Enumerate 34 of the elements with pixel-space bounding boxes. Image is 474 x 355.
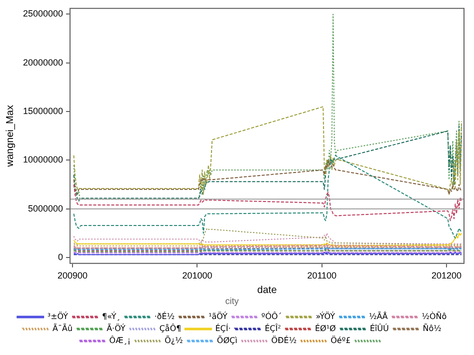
legend-label: Ñô½ [422,323,442,334]
legend-label: ÔÆ¸¡ [109,335,131,346]
legend-title: city [225,296,240,306]
legend-label: Öéº£ [330,335,351,346]
legend-label: ÕØÇì [216,335,238,346]
legend-label: ½ÒÑô [422,311,447,322]
y-tick-label: 10000000 [22,154,64,165]
legend-label: ÉÇÍ· [215,323,231,334]
x-tick-label: 201100 [307,270,337,280]
legend-label: Ã·ÖÝ [106,323,126,334]
y-tick-label: 25000000 [22,8,64,19]
legend-label: ÇåÔ¶ [159,323,182,334]
legend-label: ·ðÉ½ [154,311,175,322]
legend-label: ºÓÔ´ [261,311,282,322]
legend-label: ÖÐÉ½ [271,335,297,346]
y-axis-title: wangnei_Max [4,105,16,168]
legend-label: ÉîÛÚ [370,323,389,334]
x-axis-title: date [257,284,278,296]
legend-label: ¹ãÖÝ [208,311,228,322]
legend-label: ½ÃÅ [368,311,388,322]
x-tick-label: 200900 [58,270,88,280]
legend-label: ÉØ¹Ø [314,323,336,334]
y-tick-label: 20000000 [22,57,64,68]
legend-label: ÉÇÎ² [264,323,281,334]
legend-label: ¶«Ý¸ [102,311,120,322]
x-tick-label: 201200 [432,270,462,280]
legend-label: ³±ÖÝ [47,311,68,322]
legend-label: Ã¯Ãû [52,323,73,334]
y-tick-label: 5000000 [28,203,64,214]
y-tick-label: 15000000 [22,106,64,116]
legend-label: Õ¿½ [164,335,184,346]
legend-label: »ÝÖÝ [316,311,336,322]
x-tick-label: 201000 [182,270,212,280]
y-tick-label: 0 [58,252,64,262]
